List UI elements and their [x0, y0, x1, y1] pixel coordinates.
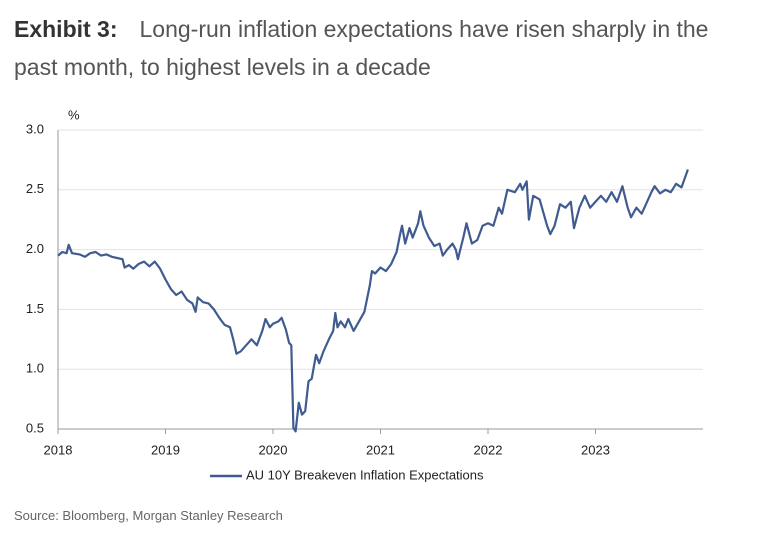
- x-tick-label: 2020: [259, 442, 288, 457]
- y-axis-label: %: [68, 107, 80, 122]
- header: Exhibit 3: Long-run inflation expectation…: [14, 10, 754, 86]
- x-tick-label: 2021: [366, 442, 395, 457]
- exhibit-label: Exhibit 3:: [14, 16, 118, 42]
- x-tick-label: 2022: [474, 442, 503, 457]
- line: [57, 169, 689, 433]
- y-tick-label: 2.0: [26, 241, 44, 256]
- y-tick-label: 1.0: [26, 361, 44, 376]
- y-tick-label: 3.0: [26, 121, 44, 136]
- legend-label: AU 10Y Breakeven Inflation Expectations: [246, 467, 484, 482]
- chart: % 0.5 1.0 1.5 2.0 2.5 3.0 2018 2019 2020 2021 2022…: [26, 107, 703, 482]
- chart-title: Long-run inflation expectations have ris…: [14, 16, 709, 80]
- y-tick-label: 1.5: [26, 301, 44, 316]
- source: Source: Bloomberg, Morgan Stanley Resear…: [14, 508, 283, 523]
- y-tick-label: 2.5: [26, 181, 44, 196]
- x-tick-label: 2023: [581, 442, 610, 457]
- x-tick-label: 2019: [151, 442, 180, 457]
- y-tick-label: 0.5: [26, 420, 44, 435]
- x-tick-label: 2018: [44, 442, 73, 457]
